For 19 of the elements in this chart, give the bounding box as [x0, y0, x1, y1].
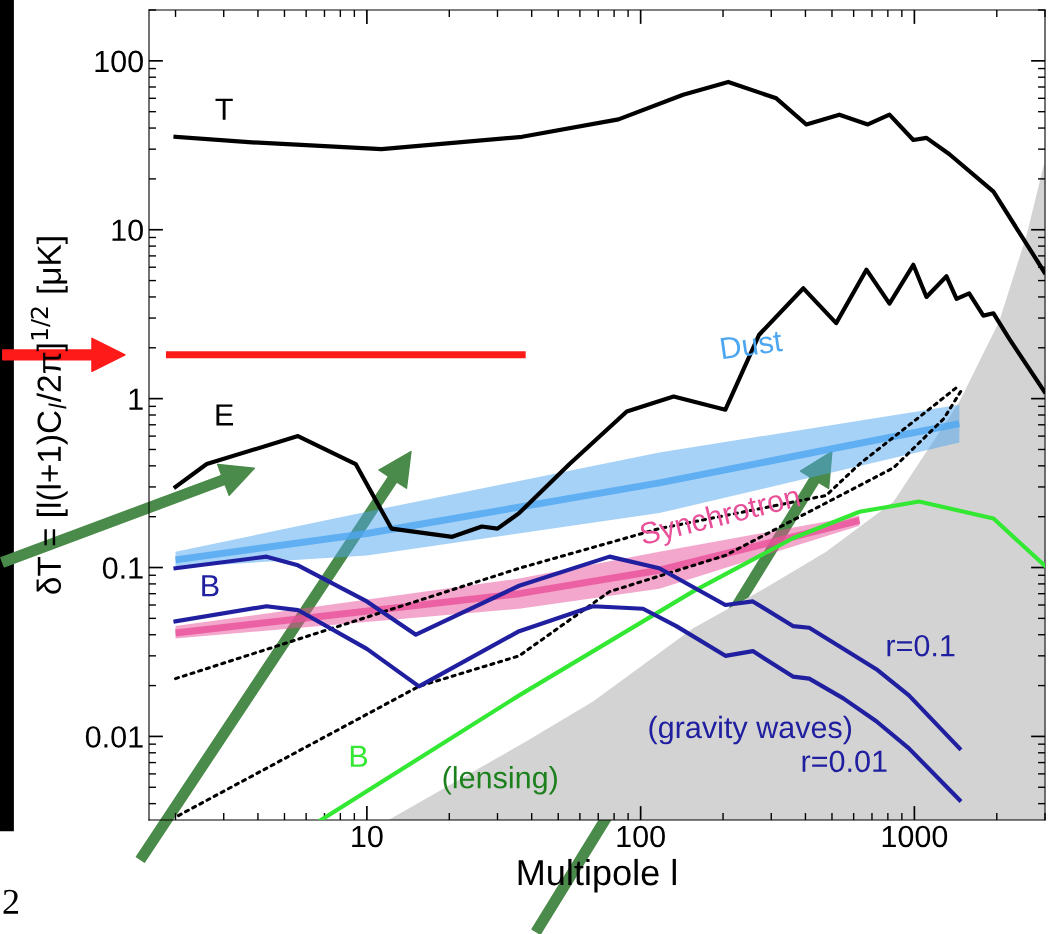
- series-label: r=0.01: [802, 750, 887, 773]
- annotation: (gravity waves): [649, 715, 852, 745]
- series-label: T: [215, 98, 233, 120]
- x-tick-label: 1000: [882, 825, 948, 848]
- text: Dust: [720, 329, 784, 360]
- y-tick-label: 10: [112, 219, 143, 242]
- x-tick-label: 10: [352, 825, 383, 848]
- y-tick-label: 100: [95, 50, 143, 73]
- y-tick-label: 0.01: [85, 726, 143, 748]
- series-label: E: [216, 404, 234, 426]
- series-label: B: [350, 745, 368, 767]
- y-tick-label: 1: [129, 388, 143, 410]
- text: 2: [3, 889, 19, 914]
- y-tick-label: 0.1: [102, 557, 143, 579]
- x-tick-label: 100: [617, 825, 665, 848]
- annotation: B: [202, 575, 219, 597]
- annotation: (lensing): [443, 766, 557, 795]
- series-label: r=0.1: [887, 634, 955, 657]
- y-axis-title: δT = [l(l+1)C$_{l}$/2π]$^{1/2}$ [μK]: [30, 237, 68, 594]
